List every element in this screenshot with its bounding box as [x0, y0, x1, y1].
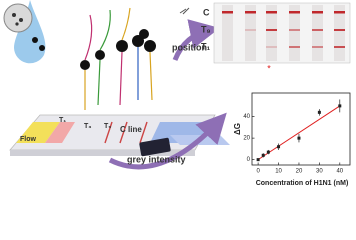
point — [261, 153, 265, 157]
band — [266, 46, 277, 48]
strip — [334, 5, 345, 61]
strip-label: T₃ — [84, 123, 92, 130]
band — [289, 46, 300, 48]
arrow-label: grey intensity — [127, 154, 186, 164]
strip — [266, 5, 277, 61]
strip-panel — [213, 2, 351, 64]
strip-label: C line — [120, 125, 142, 134]
x-tick-label: 30 — [316, 169, 323, 175]
point — [256, 158, 260, 162]
band — [245, 29, 256, 31]
strip-label: Flow — [20, 136, 36, 143]
fit-line — [257, 105, 341, 161]
strip-label: T₁ — [201, 41, 210, 51]
strip — [312, 5, 323, 61]
y-tick-label: 40 — [243, 114, 250, 120]
x-axis-label: Concentration of H1N1 (nM) — [256, 180, 349, 187]
strip-label: T₁ — [59, 117, 66, 124]
y-tick-label: 20 — [243, 136, 250, 142]
point — [266, 150, 270, 154]
point — [297, 136, 301, 140]
x-tick-label: 40 — [336, 169, 343, 175]
strip — [222, 5, 233, 61]
strip-label: C — [203, 7, 210, 17]
band — [245, 11, 256, 14]
point — [338, 104, 342, 108]
point — [277, 145, 281, 149]
band — [334, 11, 345, 14]
x-tick-label: 20 — [296, 169, 303, 175]
x-tick-label: 10 — [275, 169, 282, 175]
y-axis-label: ΔG — [233, 123, 242, 135]
x-tick-label: 0 — [256, 169, 260, 175]
band — [312, 29, 323, 31]
band — [266, 29, 277, 31]
arrow-label: position — [172, 42, 207, 52]
band — [222, 11, 233, 14]
marker: * — [267, 63, 271, 73]
illustration — [3, 0, 230, 170]
strips — [222, 5, 345, 61]
band — [334, 29, 345, 31]
band — [289, 29, 300, 31]
band — [312, 11, 323, 14]
band — [334, 46, 345, 48]
point — [317, 110, 321, 114]
strip — [289, 5, 300, 61]
strip — [245, 5, 256, 61]
band — [312, 46, 323, 48]
strip-label: T₉ — [104, 123, 111, 130]
figure: position grey intensity Flow T₁ T₃ T₉ C … — [3, 0, 351, 187]
y-tick-label: 0 — [247, 157, 251, 163]
band — [266, 11, 277, 14]
band — [289, 11, 300, 14]
strip-label: T₉ — [201, 24, 211, 34]
